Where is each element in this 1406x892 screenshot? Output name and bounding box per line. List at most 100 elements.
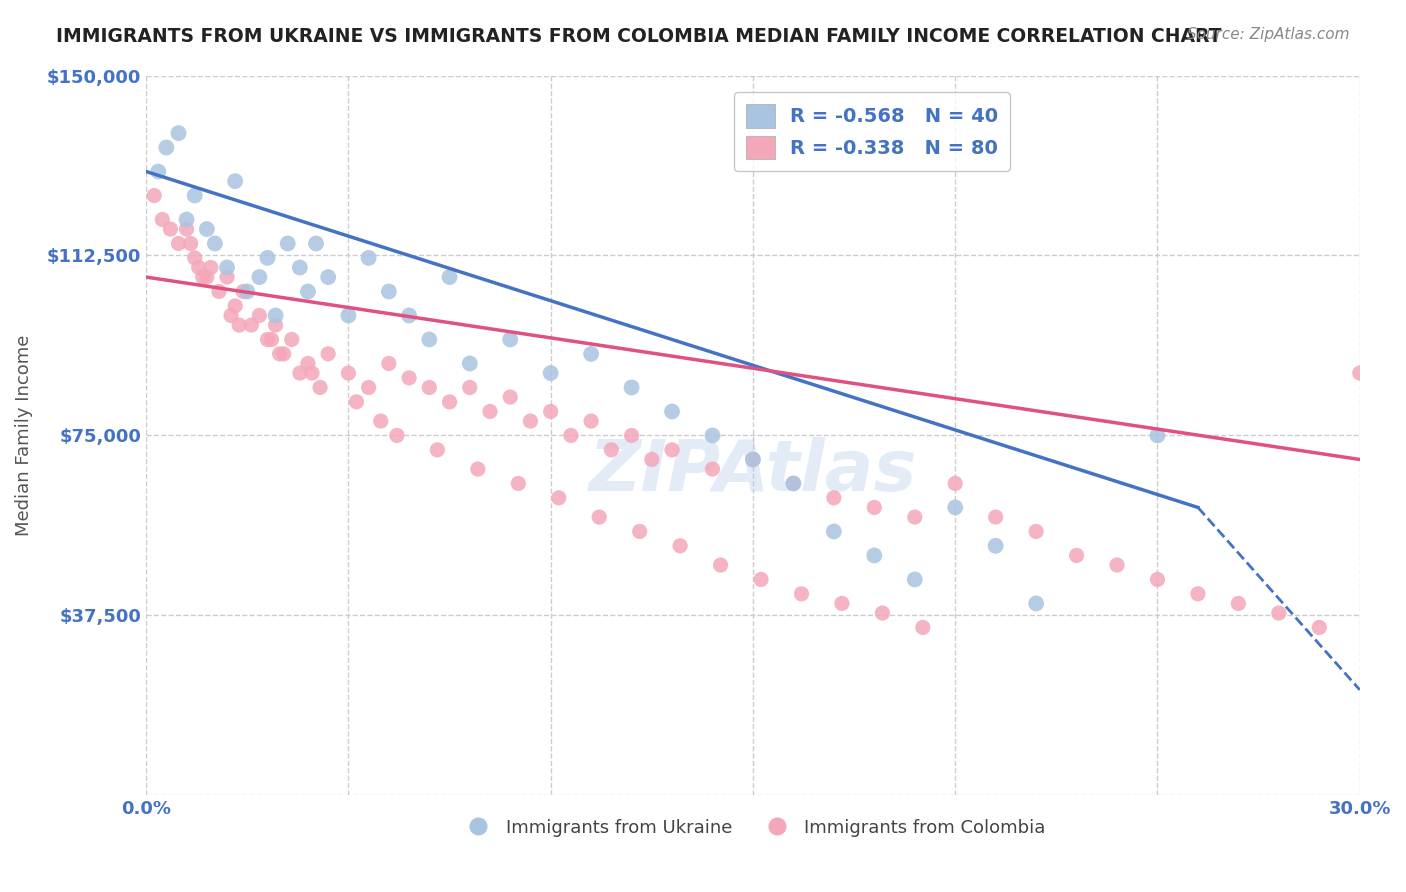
- Point: [176, 212, 198, 227]
- Point: [588, 510, 610, 524]
- Point: [200, 260, 222, 275]
- Point: [337, 309, 360, 323]
- Point: [790, 587, 813, 601]
- Point: [418, 333, 440, 347]
- Text: ZIPAtlas: ZIPAtlas: [589, 437, 917, 506]
- Point: [458, 356, 481, 370]
- Point: [499, 390, 522, 404]
- Point: [183, 251, 205, 265]
- Point: [195, 270, 218, 285]
- Point: [398, 371, 420, 385]
- Point: [297, 356, 319, 370]
- Point: [264, 318, 287, 332]
- Point: [195, 222, 218, 236]
- Point: [187, 260, 209, 275]
- Point: [204, 236, 226, 251]
- Point: [143, 188, 166, 202]
- Point: [378, 285, 401, 299]
- Point: [508, 476, 530, 491]
- Point: [232, 285, 254, 299]
- Text: Source: ZipAtlas.com: Source: ZipAtlas.com: [1187, 27, 1350, 42]
- Point: [1105, 558, 1128, 572]
- Point: [709, 558, 731, 572]
- Point: [247, 309, 270, 323]
- Point: [540, 366, 562, 380]
- Point: [1025, 596, 1047, 610]
- Point: [984, 510, 1007, 524]
- Point: [167, 236, 190, 251]
- Point: [346, 395, 368, 409]
- Point: [219, 309, 242, 323]
- Point: [519, 414, 541, 428]
- Point: [540, 404, 562, 418]
- Point: [478, 404, 501, 418]
- Legend: Immigrants from Ukraine, Immigrants from Colombia: Immigrants from Ukraine, Immigrants from…: [453, 812, 1053, 844]
- Point: [458, 380, 481, 394]
- Point: [301, 366, 323, 380]
- Text: IMMIGRANTS FROM UKRAINE VS IMMIGRANTS FROM COLOMBIA MEDIAN FAMILY INCOME CORRELA: IMMIGRANTS FROM UKRAINE VS IMMIGRANTS FR…: [56, 27, 1222, 45]
- Point: [1187, 587, 1209, 601]
- Point: [863, 500, 886, 515]
- Point: [224, 174, 246, 188]
- Point: [600, 442, 623, 457]
- Point: [831, 596, 853, 610]
- Point: [1227, 596, 1250, 610]
- Point: [191, 270, 214, 285]
- Point: [579, 414, 602, 428]
- Point: [547, 491, 569, 505]
- Point: [155, 140, 177, 154]
- Point: [782, 476, 804, 491]
- Point: [439, 270, 461, 285]
- Point: [260, 333, 283, 347]
- Point: [256, 333, 278, 347]
- Point: [337, 366, 360, 380]
- Point: [439, 395, 461, 409]
- Point: [398, 309, 420, 323]
- Point: [1348, 366, 1371, 380]
- Point: [309, 380, 332, 394]
- Point: [159, 222, 181, 236]
- Point: [228, 318, 250, 332]
- Point: [669, 539, 692, 553]
- Point: [661, 404, 683, 418]
- Point: [620, 428, 643, 442]
- Point: [297, 285, 319, 299]
- Point: [180, 236, 202, 251]
- Point: [742, 452, 765, 467]
- Y-axis label: Median Family Income: Median Family Income: [15, 334, 32, 536]
- Point: [224, 299, 246, 313]
- Point: [641, 452, 664, 467]
- Point: [281, 333, 304, 347]
- Point: [579, 347, 602, 361]
- Point: [661, 442, 683, 457]
- Point: [305, 236, 328, 251]
- Point: [215, 270, 238, 285]
- Point: [863, 549, 886, 563]
- Point: [904, 510, 927, 524]
- Point: [702, 462, 724, 476]
- Point: [240, 318, 263, 332]
- Point: [823, 524, 845, 539]
- Point: [426, 442, 449, 457]
- Point: [904, 573, 927, 587]
- Point: [247, 270, 270, 285]
- Point: [167, 126, 190, 140]
- Point: [148, 164, 170, 178]
- Point: [316, 270, 339, 285]
- Point: [277, 236, 299, 251]
- Point: [316, 347, 339, 361]
- Point: [357, 380, 380, 394]
- Point: [823, 491, 845, 505]
- Point: [749, 573, 772, 587]
- Point: [943, 476, 966, 491]
- Point: [273, 347, 295, 361]
- Point: [1146, 573, 1168, 587]
- Point: [1268, 606, 1291, 620]
- Point: [499, 333, 522, 347]
- Point: [288, 366, 311, 380]
- Point: [288, 260, 311, 275]
- Point: [1308, 620, 1330, 634]
- Point: [357, 251, 380, 265]
- Point: [1066, 549, 1088, 563]
- Point: [628, 524, 651, 539]
